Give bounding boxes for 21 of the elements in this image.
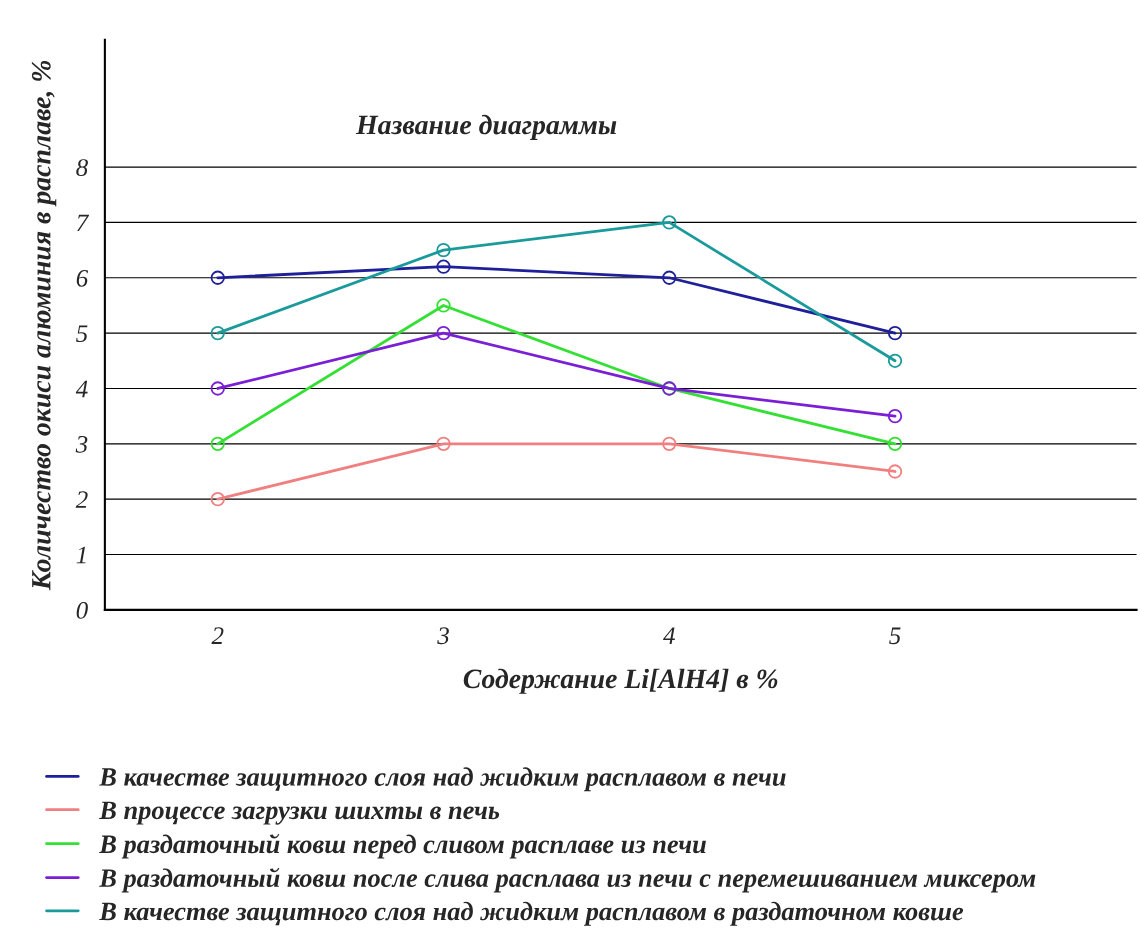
x-axis-title: Содержание Li[AlH4] в % bbox=[463, 668, 778, 694]
legend-label: В раздаточный ковш после слива расплава из печи с перемешиванием миксером bbox=[99, 867, 1036, 893]
x-tick-label: 2 bbox=[211, 627, 224, 644]
x-tick-label: 3 bbox=[437, 627, 449, 645]
legend-label: В качестве защитного слоя над жидким расплавом в раздаточном ковше bbox=[99, 901, 964, 926]
y-tick-label: 3 bbox=[75, 435, 88, 453]
y-tick-label: 2 bbox=[75, 491, 88, 508]
y-axis-title: Количество окиси алюминия в расплаве, % bbox=[31, 60, 57, 591]
y-tick-label: 1 bbox=[76, 546, 86, 564]
y-tick-label: 6 bbox=[76, 269, 89, 287]
y-tick-label: 0 bbox=[76, 601, 88, 619]
x-tick-label: 5 bbox=[889, 627, 901, 645]
y-tick-label: 7 bbox=[77, 214, 90, 232]
legend-label: В раздаточный ковш перед сливом расплаве из печи bbox=[99, 833, 706, 859]
y-tick-label: 5 bbox=[76, 325, 88, 343]
text: Название диаграммы bbox=[355, 114, 617, 140]
x-tick-label: 4 bbox=[663, 627, 675, 644]
y-tick-label: 8 bbox=[76, 159, 88, 176]
legend-label: В качестве защитного слоя над жидким расплавом в печи bbox=[99, 767, 786, 792]
y-tick-label: 4 bbox=[75, 380, 88, 398]
legend-label: В процессе загрузки шихты в печь bbox=[99, 801, 500, 825]
